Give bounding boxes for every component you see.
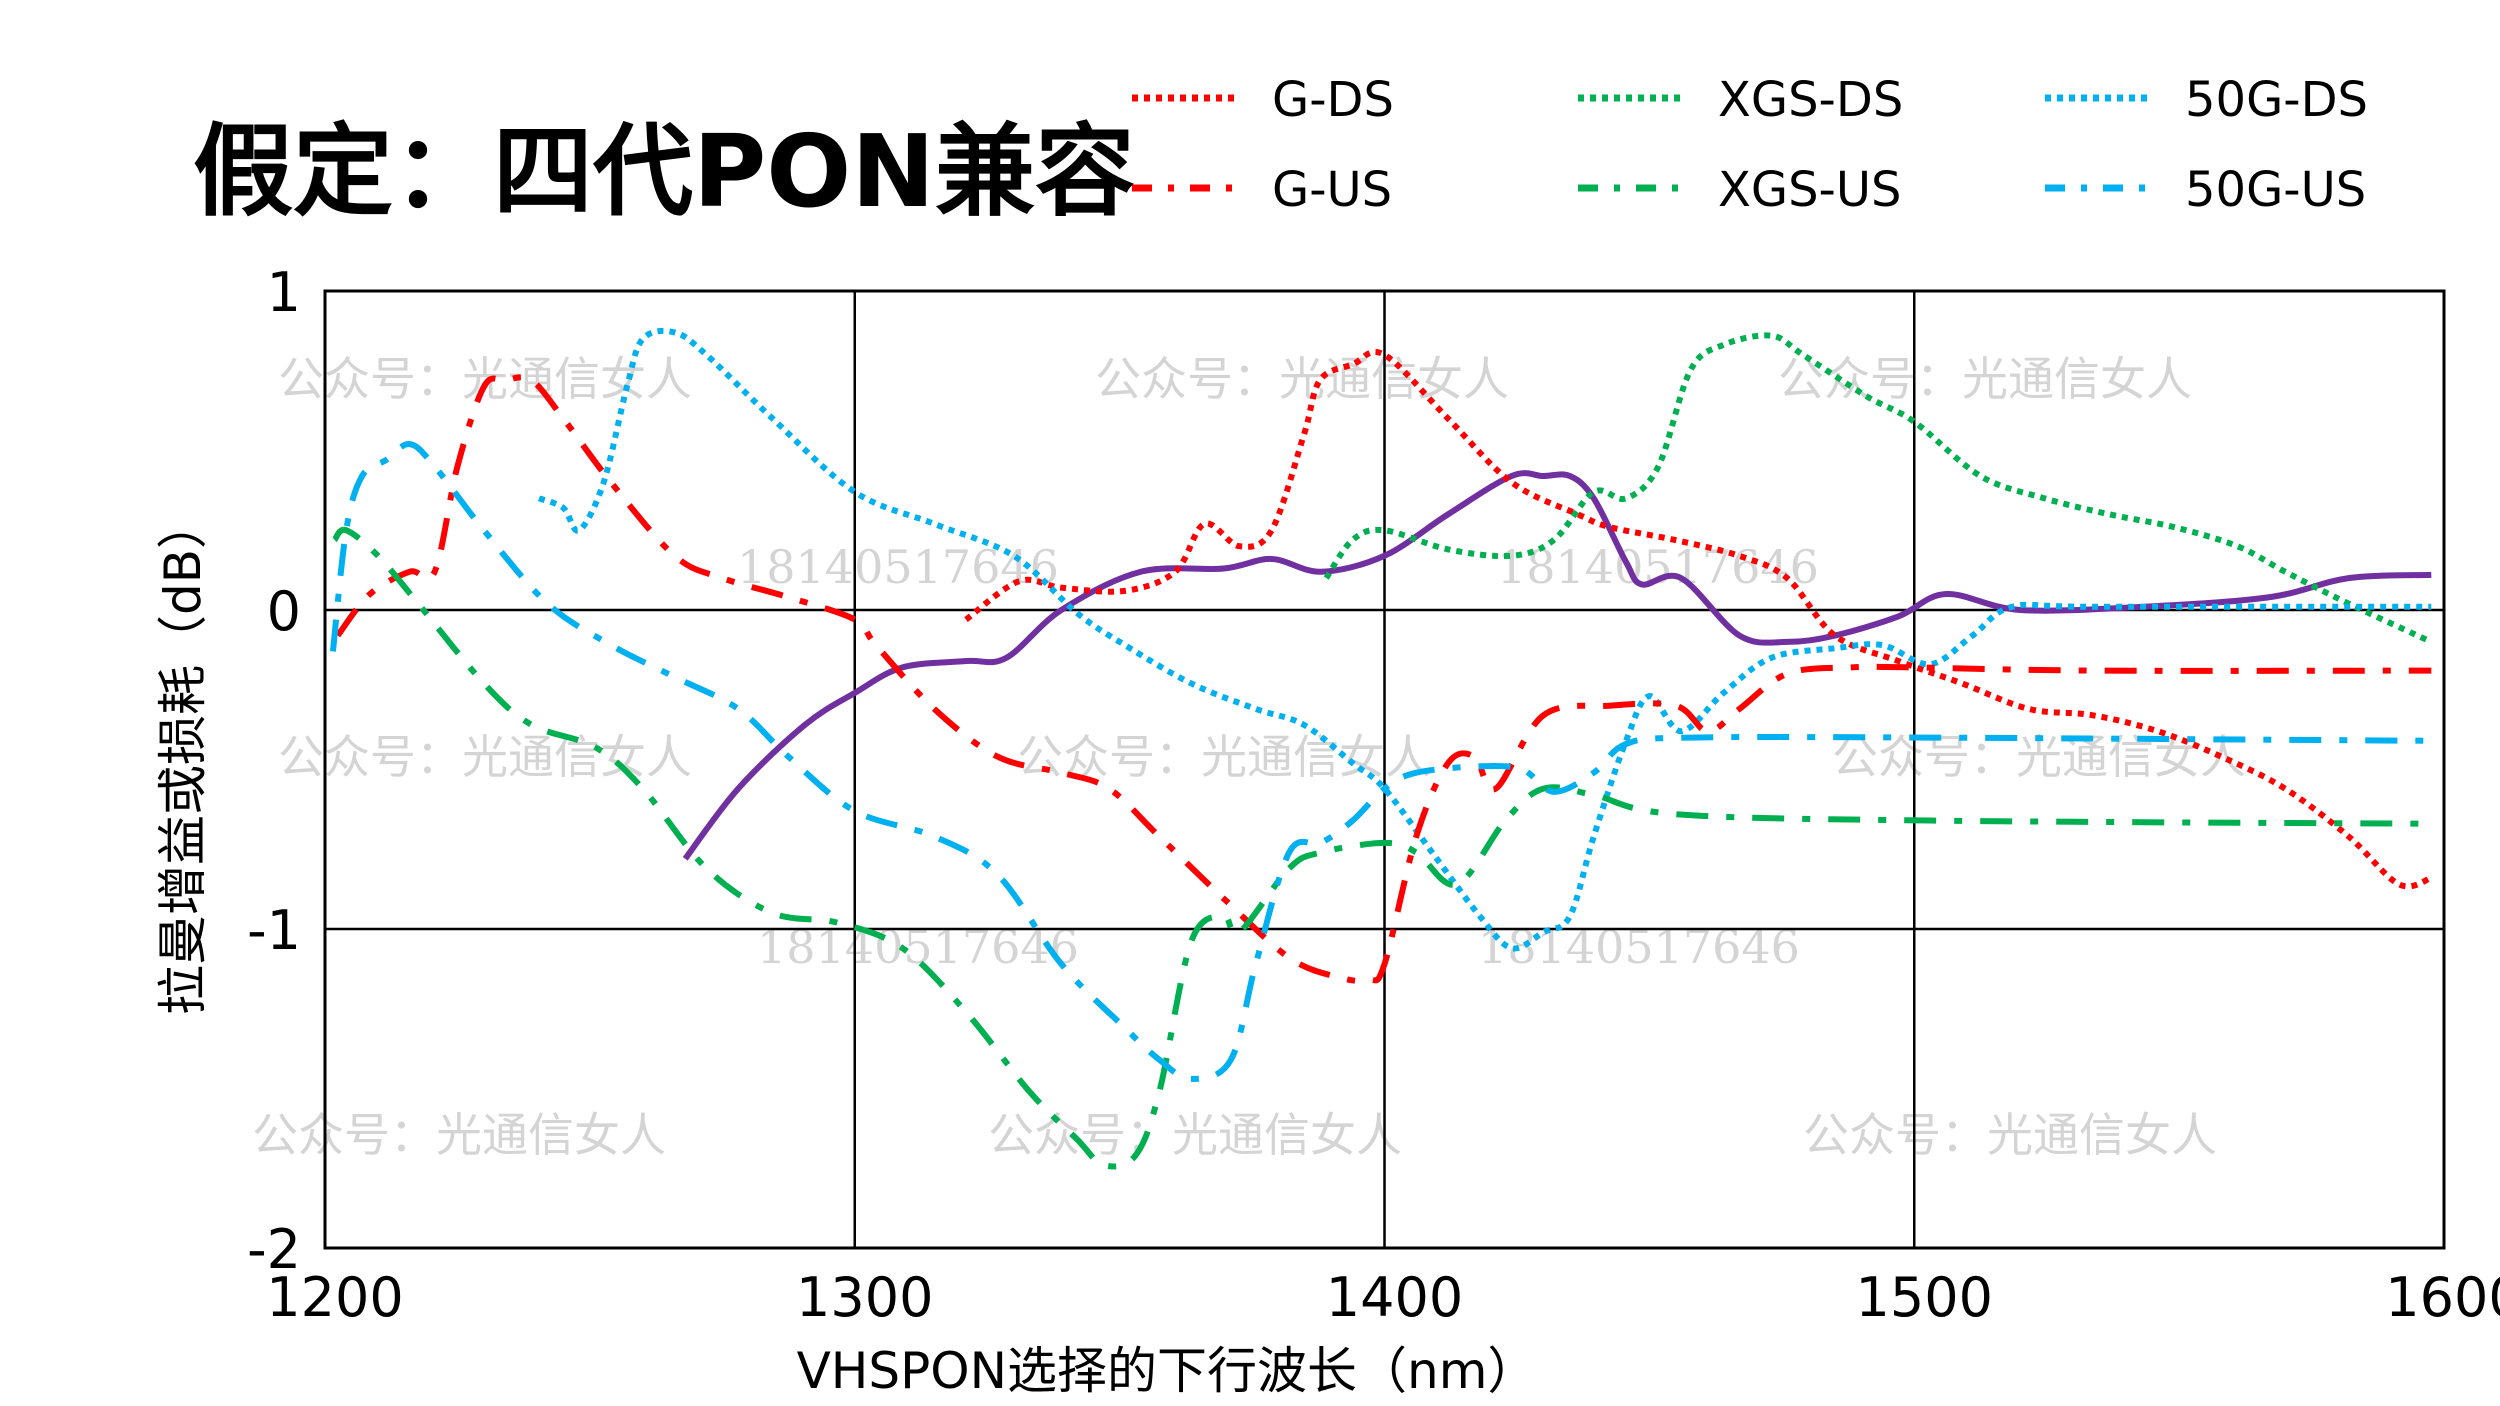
legend-label: XGS-DS — [1718, 72, 1903, 128]
x-axis-label: VHSPON选择的下行波长（nm） — [797, 1342, 1538, 1400]
series-line-g-us — [335, 374, 2432, 984]
x-tick-label: 1600 — [2385, 1266, 2500, 1329]
legend-item-xgs-ds: XGS-DS — [1578, 72, 1903, 128]
watermark-account: 公众号：光通信女人 — [1017, 730, 1431, 784]
plot-frame — [323, 289, 2446, 1250]
x-tick-label: 1400 — [1326, 1266, 1463, 1329]
watermark-account: 公众号：光通信女人 — [1095, 352, 1509, 406]
watermark-account: 公众号：光通信女人 — [278, 730, 692, 784]
grid-lines — [325, 291, 2444, 1248]
watermark-account: 公众号：光通信女人 — [1778, 352, 2192, 406]
series-line-xgs-us — [332, 526, 2432, 1170]
y-tick-label: -2 — [247, 1218, 301, 1281]
legend-item-g-ds: G-DS — [1132, 72, 1394, 128]
legend-label: G-US — [1272, 162, 1392, 218]
series-line-g-ds — [964, 348, 2433, 890]
legend-item-xgs-us: XGS-US — [1578, 162, 1901, 218]
series-line-vhspon — [682, 470, 2432, 861]
x-tick-label: 1300 — [796, 1266, 933, 1329]
y-tick-label: 1 — [267, 261, 301, 324]
legend-item-50g-us: 50G-US — [2045, 162, 2366, 218]
legend: G-DS G-US XGS-DS XGS-US 50G-DS 50G-US — [1132, 72, 2368, 218]
series-line-50g-us — [329, 441, 2432, 1082]
watermark-account: 公众号：光通信女人 — [988, 1108, 1402, 1162]
legend-label: 50G-DS — [2185, 72, 2368, 128]
legend-label: 50G-US — [2185, 162, 2366, 218]
x-tick-label: 1500 — [1856, 1266, 1993, 1329]
legend-item-g-us: G-US — [1132, 162, 1392, 218]
tick-labels: 1200 1300 1400 1500 1600 1 0 -1 -2 — [247, 261, 2500, 1329]
chart-title: 假定：四代PON兼容 — [193, 113, 1135, 230]
watermark-account: 公众号：光通信女人 — [252, 1108, 666, 1162]
y-tick-label: -1 — [247, 899, 301, 962]
x-tick-label: 1200 — [266, 1266, 403, 1329]
legend-item-50g-ds: 50G-DS — [2045, 72, 2368, 128]
watermark-account: 公众号：光通信女人 — [1803, 1108, 2217, 1162]
watermark-phone: 18140517646 — [737, 540, 1059, 594]
legend-label: G-DS — [1272, 72, 1394, 128]
legend-label: XGS-US — [1718, 162, 1901, 218]
series-line-50g-ds — [537, 327, 2432, 952]
y-tick-label: 0 — [267, 580, 301, 643]
y-axis-label: 拉曼增益或损耗（dB） — [154, 499, 212, 1015]
series-layer — [329, 327, 2433, 1170]
